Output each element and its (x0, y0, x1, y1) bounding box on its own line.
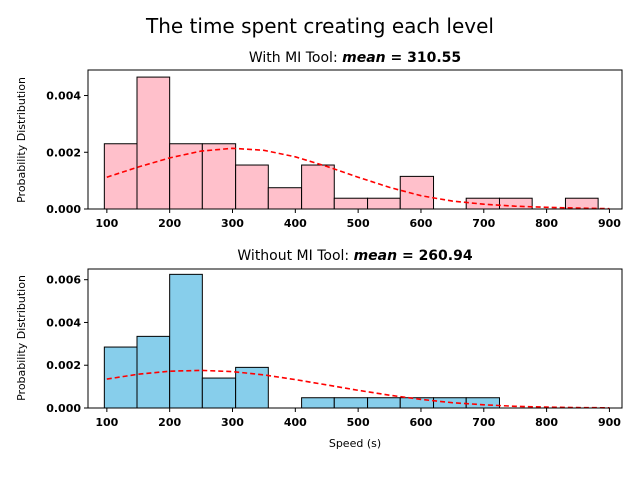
plot-area: 100 200 300 400 500 600 700 800 900 0.000 0.002 0.0… (46, 69, 623, 230)
y-tick-label: 0.002 (46, 146, 81, 159)
histogram-bar (301, 164, 335, 210)
x-tick-label: 600 (409, 416, 432, 429)
histogram-bar (235, 164, 269, 210)
histogram-bar (103, 346, 138, 409)
x-tick-label: 100 (95, 217, 118, 230)
panel-title: Without MI Tool: mean = 260.94 (237, 248, 472, 264)
density-curve (106, 147, 610, 210)
axes-frame (87, 268, 623, 409)
y-tick-label: 0.000 (46, 402, 81, 415)
histogram-bar (367, 197, 401, 210)
histogram-bar (399, 175, 435, 210)
y-tick-label: 0.006 (46, 274, 81, 287)
panel-title-math-value: 260.94 (419, 248, 473, 264)
panel-title-math-var: mean (354, 248, 398, 264)
x-tick-label: 700 (472, 416, 495, 429)
panel-title-math-var: mean (342, 50, 386, 66)
histogram-bar (333, 397, 369, 409)
histogram-bar (201, 143, 237, 210)
panel-title-math-eq: = (397, 248, 418, 264)
x-tick-label: 700 (472, 217, 495, 230)
density-curve (106, 369, 610, 409)
x-axis-label: Speed (s) (329, 437, 381, 450)
panel-title: With MI Tool: mean = 310.55 (249, 50, 461, 66)
panel-with-mi-tool: With MI Tool: mean = 310.55 Probability … (15, 50, 623, 230)
histogram-bar (169, 143, 203, 210)
x-tick-label: 200 (158, 217, 181, 230)
axes-frame (87, 69, 623, 210)
x-tick-label: 900 (598, 217, 621, 230)
x-tick-label: 400 (284, 217, 307, 230)
histogram-bar (169, 273, 203, 409)
x-tick-label: 400 (284, 416, 307, 429)
panel-without-mi-tool: Without MI Tool: mean = 260.94 Probabili… (15, 248, 623, 450)
panel-title-math-value: 310.55 (407, 50, 461, 66)
x-tick-label: 300 (221, 416, 244, 429)
figure-title: The time spent creating each level (145, 14, 494, 38)
histogram-bar (367, 397, 401, 409)
panel-title-prefix: Without MI Tool: (237, 248, 353, 264)
x-tick-label: 600 (409, 217, 432, 230)
y-axis-label: Probability Distribution (15, 77, 28, 203)
x-tick-label: 300 (221, 217, 244, 230)
x-tick-label: 800 (535, 217, 558, 230)
x-tick-label: 100 (95, 416, 118, 429)
y-tick-label: 0.002 (46, 359, 81, 372)
x-tick-label: 900 (598, 416, 621, 429)
panel-title-prefix: With MI Tool: (249, 50, 342, 66)
x-tick-label: 500 (347, 416, 370, 429)
histogram-bar (333, 197, 369, 210)
plot-area: 100 200 300 400 500 600 700 800 900 0.000 0.002 0.0… (46, 268, 623, 429)
histogram-bar (498, 197, 533, 210)
histogram-bar (201, 377, 237, 409)
x-tick-label: 500 (347, 217, 370, 230)
histogram-bar (267, 187, 303, 210)
y-tick-label: 0.004 (46, 90, 81, 103)
x-tick-label: 200 (158, 416, 181, 429)
histogram-bar (465, 397, 500, 409)
panel-title-math-eq: = (386, 50, 407, 66)
y-tick-label: 0.004 (46, 316, 81, 329)
histogram-bar (136, 76, 171, 210)
y-axis-label: Probability Distribution (15, 275, 28, 401)
y-tick-label: 0.000 (46, 203, 81, 216)
x-tick-label: 800 (535, 416, 558, 429)
histogram-bar (301, 397, 335, 409)
